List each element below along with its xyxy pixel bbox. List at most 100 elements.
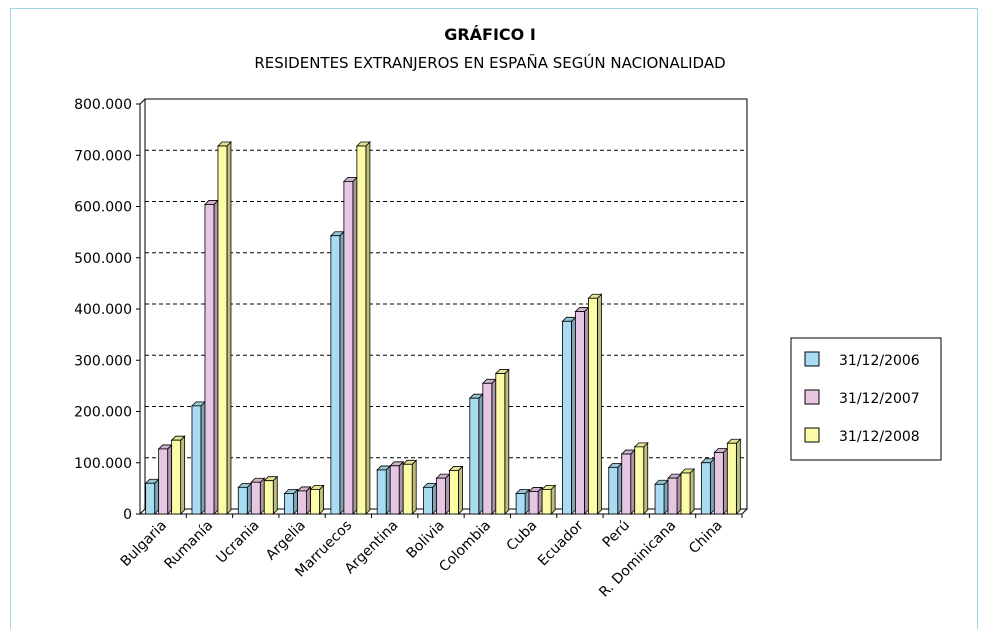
side-wall xyxy=(139,98,748,515)
bar xyxy=(621,453,632,515)
bar xyxy=(389,465,400,515)
x-tick-label: Perú xyxy=(600,518,633,551)
bar xyxy=(297,490,307,515)
bar xyxy=(356,145,367,515)
bar xyxy=(700,462,711,515)
legend-label: 31/12/2008 xyxy=(839,429,920,445)
bar xyxy=(376,469,387,515)
bar-side xyxy=(213,199,219,515)
bar xyxy=(680,472,691,515)
y-tick-label: 700.000 xyxy=(74,148,132,164)
bar-side xyxy=(709,457,715,515)
bar-side xyxy=(339,230,345,515)
bar xyxy=(515,493,526,515)
x-tick-label: Bolivia xyxy=(403,518,447,562)
legend-swatch xyxy=(804,351,820,367)
x-tick-label: Rumanía xyxy=(161,518,216,573)
chart-subtitle: RESIDENTES EXTRANJEROS EN ESPAÑA SEGÚN N… xyxy=(254,53,725,72)
bar-side xyxy=(722,447,728,515)
x-tick-label: Ucrania xyxy=(213,518,262,567)
bar xyxy=(310,488,320,515)
bar-side xyxy=(180,435,186,515)
bar xyxy=(726,442,737,515)
bar-side xyxy=(365,141,371,515)
x-tick-label: Ecuador xyxy=(535,517,587,569)
bar-side xyxy=(504,368,510,515)
bar-side xyxy=(167,443,173,515)
bar-side xyxy=(226,141,232,515)
legend-label: 31/12/2007 xyxy=(839,391,920,407)
bar-side xyxy=(306,485,311,515)
bar xyxy=(436,477,446,515)
bar xyxy=(654,483,665,515)
bar-side xyxy=(385,464,391,515)
y-tick-label: 800.000 xyxy=(74,97,132,113)
bar xyxy=(608,466,619,515)
bar xyxy=(204,204,215,515)
bar xyxy=(575,311,585,515)
bar xyxy=(343,180,354,515)
bar-side xyxy=(478,393,484,515)
x-tick-label: China xyxy=(686,518,726,558)
y-tick-label: 100.000 xyxy=(74,456,132,472)
bar-side xyxy=(491,378,497,515)
bar-side xyxy=(617,462,623,515)
bar xyxy=(667,477,678,515)
legend-swatch xyxy=(804,389,820,405)
bar xyxy=(330,235,341,515)
bar xyxy=(145,482,156,515)
bar-side xyxy=(571,316,576,515)
bar xyxy=(495,373,506,515)
bar-side xyxy=(432,482,437,515)
bar xyxy=(541,488,552,515)
bar-side xyxy=(689,468,695,515)
bar xyxy=(158,448,169,515)
bar-side xyxy=(458,465,463,515)
bar-side xyxy=(411,459,417,515)
bar-side xyxy=(319,484,324,515)
bar xyxy=(634,446,645,515)
y-tick-label: 300.000 xyxy=(74,353,132,369)
bar xyxy=(284,493,294,515)
bar xyxy=(217,145,228,515)
bar xyxy=(171,439,182,515)
x-tick-label: Cuba xyxy=(504,518,541,555)
bar-side xyxy=(259,477,265,515)
bar xyxy=(449,470,459,515)
bar-side xyxy=(200,400,206,515)
bar-side xyxy=(272,475,278,515)
bar-side xyxy=(663,479,669,515)
bar-side xyxy=(352,176,358,515)
y-tick-label: 0 xyxy=(123,507,132,523)
bar-side xyxy=(735,438,741,515)
bar xyxy=(713,452,724,515)
bar-side xyxy=(246,482,252,515)
bar xyxy=(562,320,572,515)
frame xyxy=(10,8,978,629)
bar-side xyxy=(537,486,543,515)
bar xyxy=(250,481,261,515)
legend-swatch xyxy=(804,427,820,443)
bar-side xyxy=(154,478,160,515)
bar xyxy=(263,480,274,515)
bar xyxy=(402,463,413,515)
bar xyxy=(469,397,480,515)
y-tick-label: 400.000 xyxy=(74,302,132,318)
y-tick-label: 200.000 xyxy=(74,405,132,421)
x-tick-label: Argelia xyxy=(263,518,309,564)
bar-side xyxy=(398,460,404,515)
bar xyxy=(528,491,539,515)
y-tick-label: 500.000 xyxy=(74,251,132,267)
bar xyxy=(588,297,598,515)
bar-side xyxy=(445,473,450,515)
bar xyxy=(191,405,202,515)
bar-side xyxy=(676,473,682,515)
bar-side xyxy=(597,293,602,515)
legend-label: 31/12/2006 xyxy=(839,353,920,369)
y-tick-label: 600.000 xyxy=(74,200,132,216)
bar xyxy=(423,486,433,515)
bar-side xyxy=(630,449,636,515)
bar-side xyxy=(584,306,589,515)
bar xyxy=(237,486,248,515)
